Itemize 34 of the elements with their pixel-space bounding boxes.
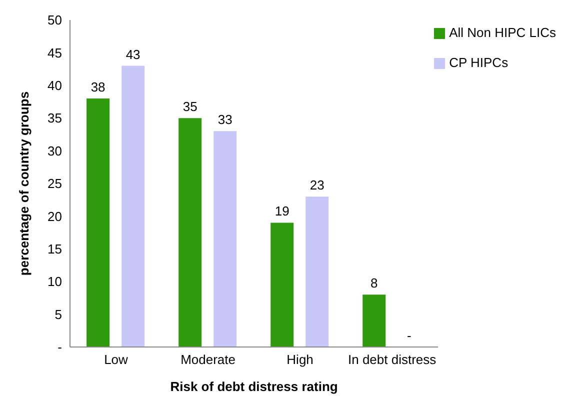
y-tick-label: 20 bbox=[48, 208, 62, 224]
bar bbox=[362, 294, 386, 347]
data-label: - bbox=[406, 328, 412, 343]
y-tick-label: 5 bbox=[54, 306, 62, 322]
data-label: 33 bbox=[218, 112, 232, 128]
x-tick-label: High bbox=[286, 352, 314, 368]
data-label: 19 bbox=[274, 204, 290, 219]
x-tick-label: Moderate bbox=[180, 352, 236, 368]
legend-label: CP HIPCs bbox=[449, 55, 508, 70]
y-tick-label: 50 bbox=[48, 12, 62, 28]
data-label: 43 bbox=[126, 46, 140, 62]
legend-label: All Non HIPC LICs bbox=[449, 25, 556, 40]
y-tick-label: 15 bbox=[48, 242, 62, 257]
bar bbox=[270, 222, 294, 347]
bar bbox=[178, 118, 202, 347]
bar bbox=[122, 66, 145, 347]
data-label: 35 bbox=[182, 99, 198, 114]
bar bbox=[86, 98, 110, 347]
y-tick-label: 30 bbox=[48, 143, 62, 158]
data-label: 23 bbox=[310, 178, 324, 193]
y-axis-title: percentage of country groups bbox=[16, 91, 32, 276]
bar bbox=[306, 196, 329, 347]
y-tick-label: 35 bbox=[48, 110, 62, 126]
data-label: 38 bbox=[90, 79, 106, 94]
bar bbox=[214, 131, 237, 347]
x-tick-label: Low bbox=[104, 352, 129, 368]
x-tick-label: In debt distress bbox=[348, 352, 437, 368]
data-label: 8 bbox=[370, 276, 378, 291]
y-tick-label: 10 bbox=[48, 274, 62, 290]
x-axis-title: Risk of debt distress rating bbox=[170, 379, 338, 394]
y-tick-label: - bbox=[58, 340, 62, 355]
y-tick-label: 45 bbox=[48, 45, 62, 60]
y-tick-label: 25 bbox=[48, 176, 62, 192]
y-tick-label: 40 bbox=[48, 78, 62, 94]
